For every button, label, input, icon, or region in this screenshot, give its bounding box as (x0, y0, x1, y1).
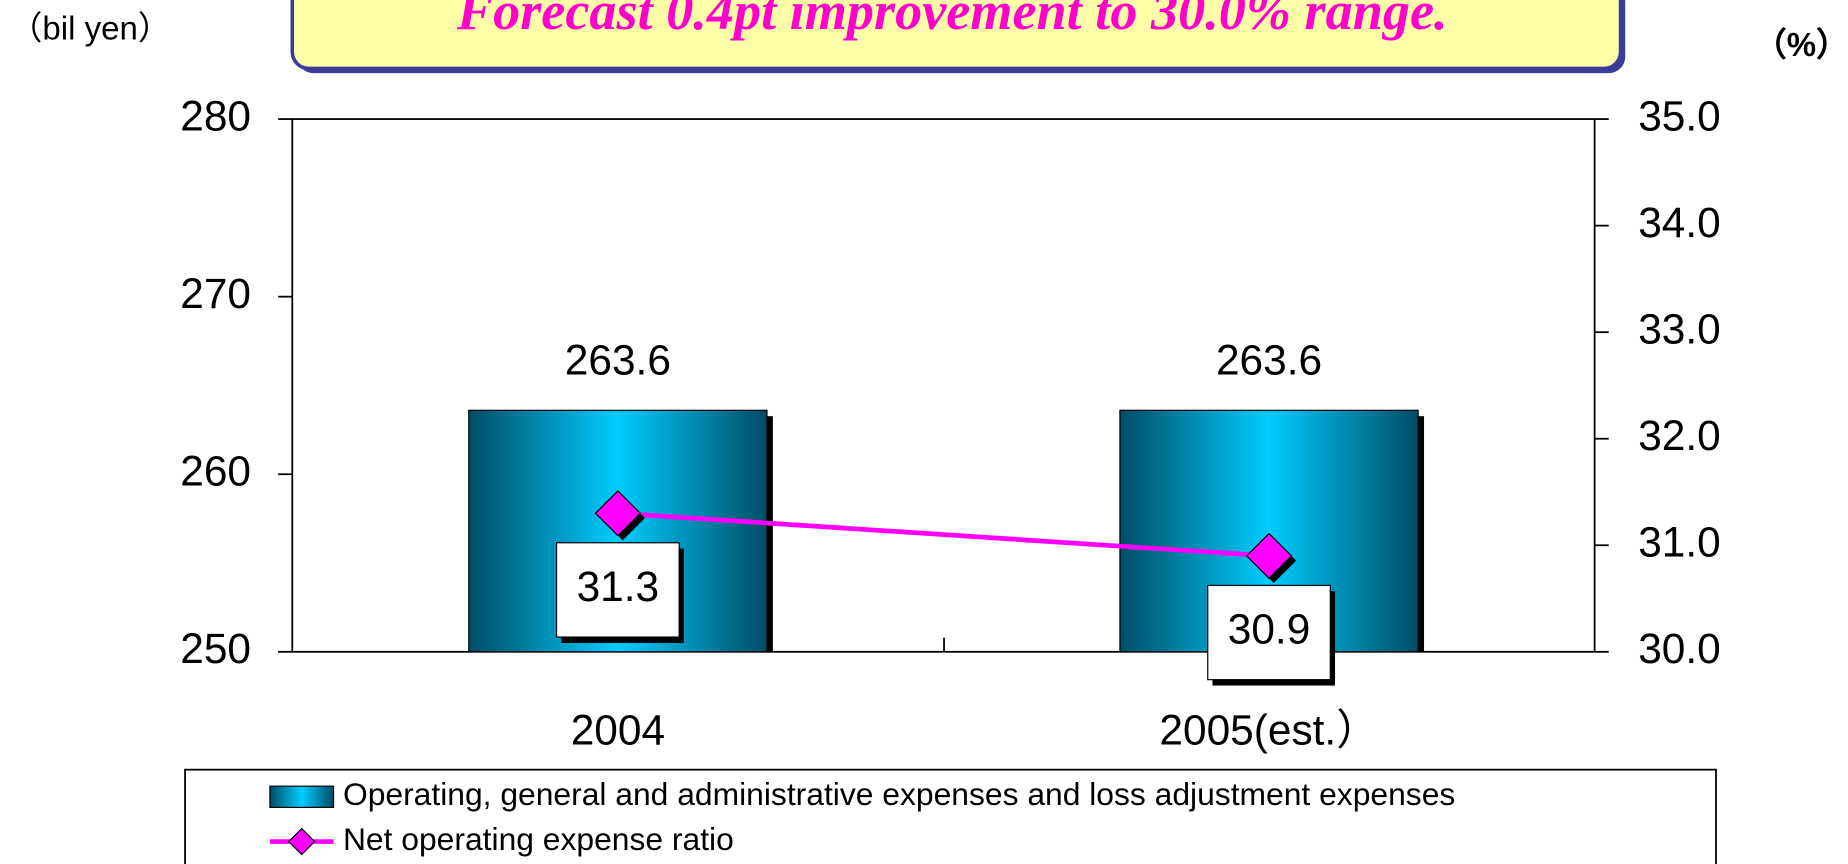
y2-tick-label: 33.0 (1638, 305, 1721, 352)
y2-tick-label: 32.0 (1638, 412, 1721, 459)
chart-title: Forecast 0.4pt improvement to 30.0% rang… (456, 0, 1448, 41)
y-tick-label: 250 (180, 625, 251, 672)
label-box (555, 542, 680, 638)
y2-tick-label: 30.0 (1638, 625, 1721, 672)
y2-axis-label: （%） (1754, 26, 1848, 63)
legend-label: Operating, general and administrative ex… (343, 776, 1455, 812)
line-value-label: 30.9 (1228, 606, 1311, 653)
x-tick-label: 2005(est.） (1159, 706, 1378, 753)
y2-tick-label: 31.0 (1638, 518, 1721, 565)
y2-tick-label: 34.0 (1638, 199, 1721, 246)
legend-swatch (269, 785, 335, 808)
bar-value-label: 263.6 (1216, 336, 1322, 383)
marker (1245, 532, 1293, 580)
y-axis-label: （bil yen） (9, 9, 170, 46)
x-tick-label: 2004 (571, 706, 665, 753)
line-value-label: 31.3 (577, 563, 660, 610)
bar-value-label: 263.6 (565, 336, 671, 383)
legend-marker (287, 827, 316, 856)
y-tick-label: 270 (180, 270, 251, 317)
y-tick-label: 260 (180, 447, 251, 494)
marker (594, 490, 642, 537)
y2-tick-label: 35.0 (1638, 92, 1721, 139)
line (617, 510, 1270, 559)
y-tick-label: 280 (180, 92, 251, 139)
label-box (1207, 584, 1331, 681)
title-banner (290, 0, 1623, 71)
legend-box (184, 768, 1717, 864)
legend-label: Net operating expense ratio (343, 821, 734, 857)
